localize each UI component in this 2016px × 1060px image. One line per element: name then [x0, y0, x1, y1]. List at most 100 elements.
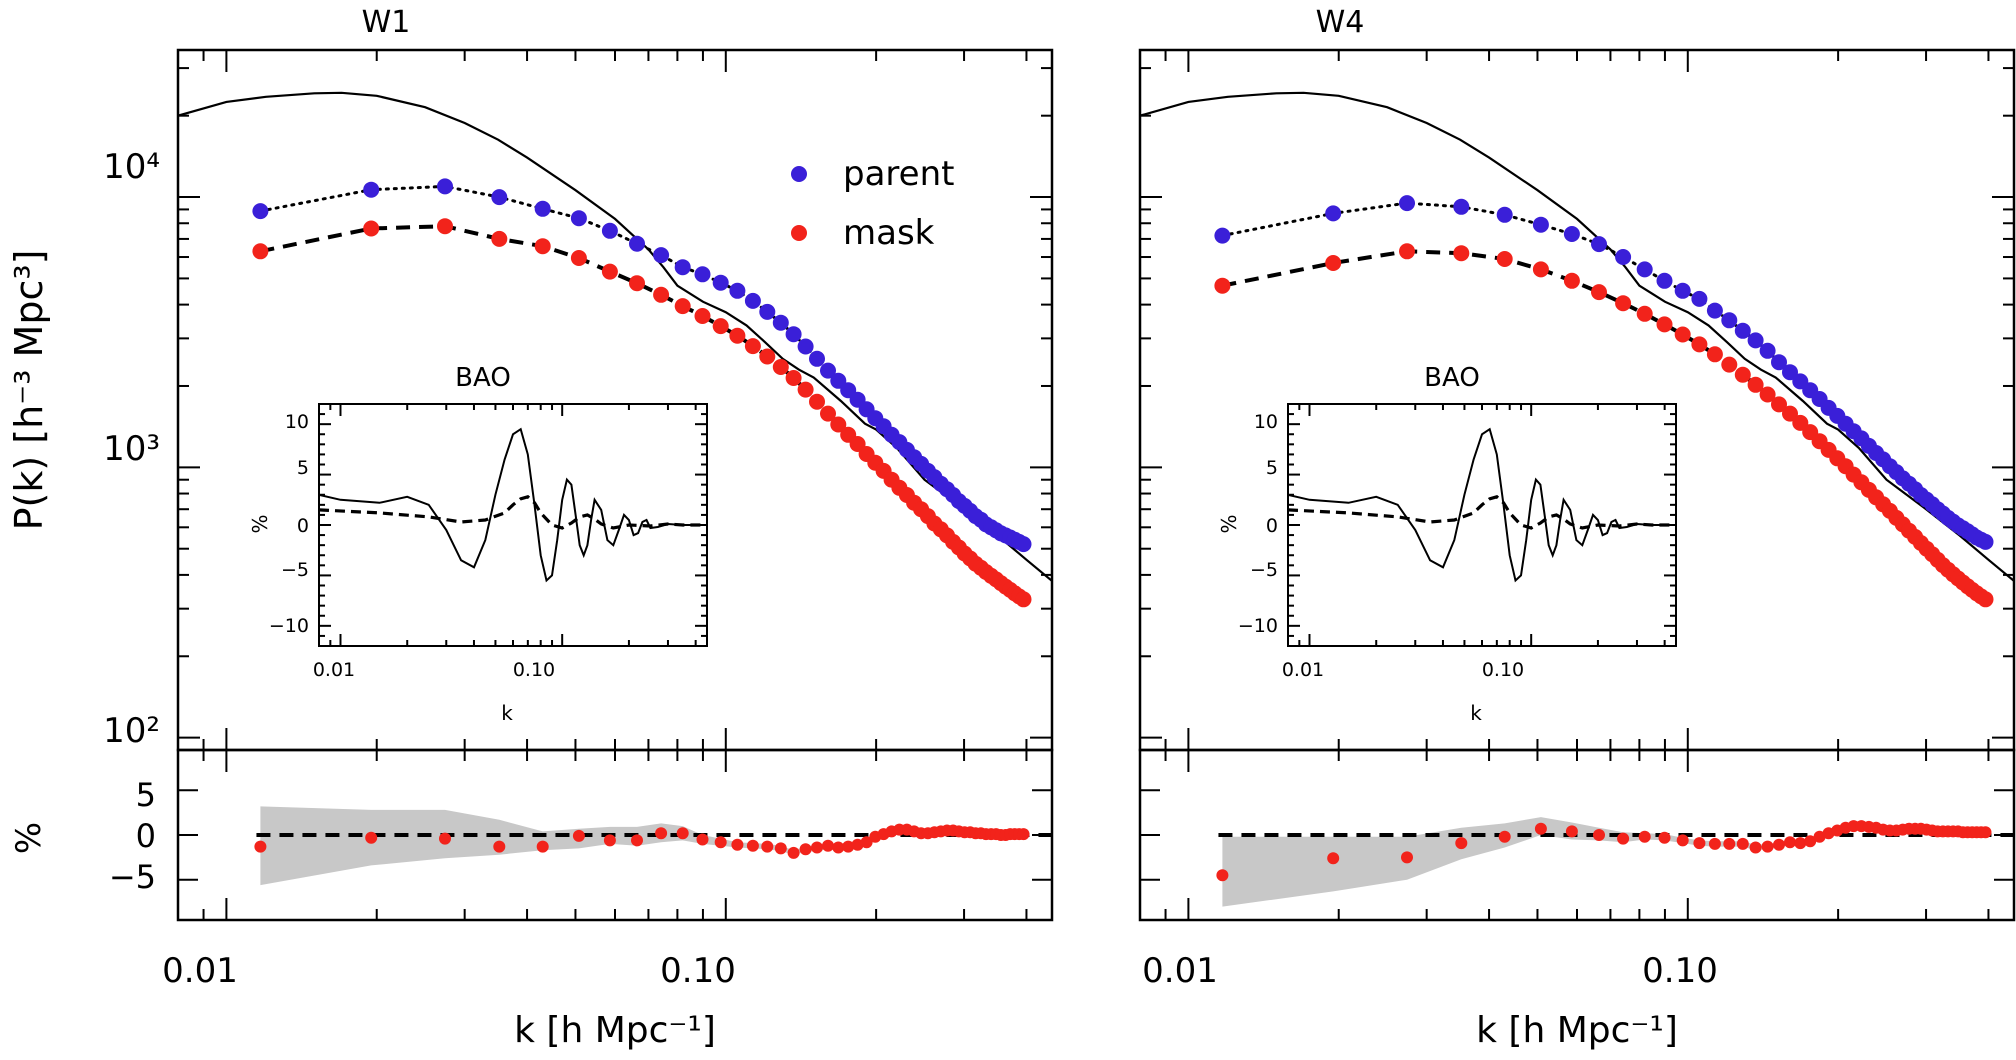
- residual-point: [1813, 830, 1826, 843]
- inset-ticks: [318, 404, 707, 646]
- parent-point: [1214, 227, 1231, 244]
- bao-measured-curve: [319, 495, 707, 530]
- residual-point: [799, 843, 812, 856]
- residual-point: [1216, 869, 1229, 882]
- mask-point: [1734, 366, 1751, 383]
- parent-point: [712, 274, 729, 291]
- residual-plot-area: 0.01 0.10 k [h Mpc⁻¹]: [1138, 748, 2016, 1051]
- parent-point: [1734, 322, 1751, 339]
- parent-point: [437, 178, 453, 195]
- mask-point: [534, 238, 551, 255]
- mask-point: [1532, 261, 1549, 278]
- inset-ytick-neg10: −10: [269, 615, 309, 637]
- plot-content: [178, 91, 1052, 608]
- residual-point: [731, 838, 744, 851]
- residual-point: [822, 839, 834, 852]
- residual-point: [1617, 832, 1630, 845]
- residual-point: [1979, 826, 1992, 839]
- mask-point: [1453, 245, 1470, 262]
- inset-xtick-0.10: 0.10: [513, 659, 555, 681]
- residual-point: [811, 841, 823, 854]
- inset-title: BAO: [1424, 363, 1480, 393]
- inset-ytick-0: 0: [1266, 515, 1278, 537]
- residual-point: [842, 840, 855, 853]
- inset-ytick-10: 10: [1254, 411, 1278, 433]
- y-axis-label-residual: %: [9, 822, 49, 854]
- residual-point: [1638, 830, 1651, 843]
- panel-title: W1: [362, 5, 411, 40]
- residual-point: [696, 833, 709, 846]
- parent-point: [1691, 290, 1708, 307]
- bao-model-curve: [319, 427, 707, 583]
- parent-point: [785, 326, 802, 343]
- legend-label-parent: parent: [843, 154, 954, 194]
- residual-point: [1761, 840, 1774, 853]
- parent-point: [1782, 364, 1798, 381]
- mask-point: [1759, 386, 1776, 403]
- legend-marker-mask: [791, 225, 807, 241]
- residual-content: [1216, 817, 2014, 907]
- panel-w4: W4 BAO 10 5 0 −5 −10 % 0.01 0.10 k: [1138, 5, 2016, 1051]
- residual-point: [1794, 837, 1807, 850]
- parent-point: [729, 282, 746, 299]
- parent-point: [1706, 302, 1723, 319]
- inset-ytick-5: 5: [1266, 457, 1278, 479]
- residual-content: [254, 806, 1052, 886]
- residual-point: [1749, 841, 1762, 854]
- residual-error-band: [1222, 817, 1986, 907]
- mask-point: [674, 298, 691, 315]
- parent-point: [570, 210, 587, 227]
- inset-ylabel: %: [248, 514, 272, 533]
- residual-ticks: [1139, 750, 2014, 920]
- parent-point: [1977, 533, 1994, 550]
- residual-point: [1593, 829, 1605, 841]
- residual-point: [1401, 851, 1413, 864]
- parent-point: [809, 350, 825, 367]
- residual-point: [1693, 837, 1706, 850]
- parent-point: [1674, 282, 1691, 299]
- ytick-label-1e3: 10³: [103, 429, 160, 469]
- mask-point: [820, 405, 836, 422]
- residual-point: [1736, 837, 1749, 850]
- mask-point: [437, 218, 453, 235]
- resid-ytick-5: 5: [136, 776, 156, 814]
- parent-point: [1636, 261, 1653, 278]
- inset-xtick-0.10: 0.10: [1482, 659, 1524, 681]
- ytick-label-1e4: 10⁴: [103, 147, 160, 187]
- mask-point: [1591, 284, 1607, 301]
- mask-point: [1747, 376, 1764, 393]
- residual-point: [714, 836, 727, 849]
- mask-point: [785, 370, 802, 386]
- parent-point: [629, 235, 645, 252]
- parent-point: [1563, 226, 1580, 242]
- resid-ytick-0: 0: [136, 817, 156, 855]
- mask-point: [1782, 405, 1798, 422]
- parent-point: [772, 314, 789, 331]
- residual-point: [1017, 828, 1030, 841]
- mask-point: [1636, 305, 1653, 322]
- mask-point: [1977, 591, 1994, 608]
- mask-point: [252, 243, 269, 260]
- parent-point: [1759, 342, 1776, 359]
- mask-point: [629, 275, 645, 292]
- residual-point: [860, 836, 873, 849]
- inset-ytick-10: 10: [285, 411, 309, 433]
- mask-point: [1721, 356, 1738, 373]
- inset-ticks: [1287, 404, 1676, 646]
- inset-xtick-0.01: 0.01: [313, 659, 355, 681]
- parent-point: [1532, 216, 1549, 233]
- bao-measured-curve: [1288, 495, 1676, 530]
- panel-title: W4: [1316, 5, 1365, 40]
- inset-ytick-neg10: −10: [1238, 615, 1278, 637]
- mask-point: [570, 250, 587, 266]
- mask-point: [601, 263, 618, 280]
- residual-point: [1723, 837, 1736, 850]
- legend-marker-parent: [791, 166, 807, 182]
- parent-point: [1496, 206, 1513, 223]
- residual-point: [1565, 825, 1578, 838]
- inset-ytick-neg5: −5: [1250, 559, 1278, 581]
- residual-point: [1534, 822, 1547, 835]
- parent-point: [252, 203, 269, 220]
- bao-inset: BAO 10 5 0 −5 −10 % 0.01 0.10 k: [248, 363, 708, 725]
- xtick-label-0.01: 0.01: [162, 951, 238, 991]
